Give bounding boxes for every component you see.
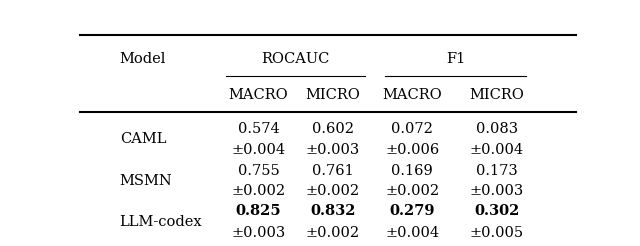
Text: 0.602: 0.602 xyxy=(312,122,354,136)
Text: ±0.002: ±0.002 xyxy=(385,184,440,199)
Text: ±0.004: ±0.004 xyxy=(232,143,285,157)
Text: 0.761: 0.761 xyxy=(312,164,354,178)
Text: 0.083: 0.083 xyxy=(476,122,518,136)
Text: 0.755: 0.755 xyxy=(237,164,280,178)
Text: ROCAUC: ROCAUC xyxy=(262,52,330,66)
Text: ±0.002: ±0.002 xyxy=(232,184,285,199)
Text: 0.302: 0.302 xyxy=(474,204,519,218)
Text: 0.169: 0.169 xyxy=(392,164,433,178)
Text: MICRO: MICRO xyxy=(469,88,524,102)
Text: ±0.003: ±0.003 xyxy=(306,143,360,157)
Text: ±0.006: ±0.006 xyxy=(385,143,440,157)
Text: MACRO: MACRO xyxy=(228,88,289,102)
Text: 0.279: 0.279 xyxy=(390,204,435,218)
Text: MICRO: MICRO xyxy=(305,88,360,102)
Text: Model: Model xyxy=(120,52,166,66)
Text: ±0.002: ±0.002 xyxy=(306,226,360,240)
Text: F1: F1 xyxy=(446,52,465,66)
Text: 0.574: 0.574 xyxy=(237,122,280,136)
Text: ±0.004: ±0.004 xyxy=(470,143,524,157)
Text: ±0.004: ±0.004 xyxy=(385,226,440,240)
Text: 0.173: 0.173 xyxy=(476,164,518,178)
Text: ±0.003: ±0.003 xyxy=(232,226,285,240)
Text: 0.072: 0.072 xyxy=(392,122,433,136)
Text: ±0.002: ±0.002 xyxy=(306,184,360,199)
Text: LLM-codex: LLM-codex xyxy=(120,215,202,229)
Text: ±0.005: ±0.005 xyxy=(470,226,524,240)
Text: 0.832: 0.832 xyxy=(310,204,356,218)
Text: MSMN: MSMN xyxy=(120,174,172,188)
Text: ±0.003: ±0.003 xyxy=(470,184,524,199)
Text: MACRO: MACRO xyxy=(383,88,442,102)
Text: 0.825: 0.825 xyxy=(236,204,282,218)
Text: CAML: CAML xyxy=(120,132,166,146)
